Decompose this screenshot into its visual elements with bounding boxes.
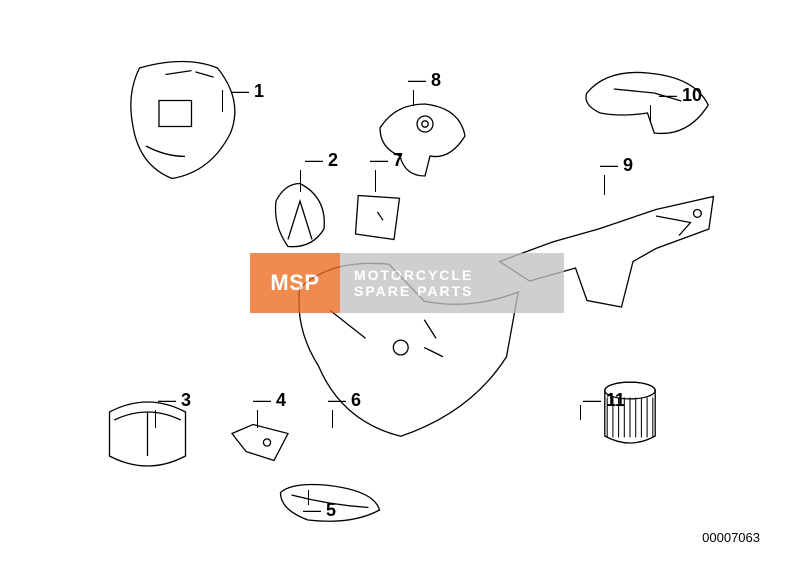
part-1-upper_fairing (120, 55, 250, 185)
callout-number: 2 (328, 150, 338, 170)
callout-number: 7 (393, 150, 403, 170)
leader-line (650, 105, 651, 123)
part-4-bracket (225, 420, 295, 465)
callout-dash: — (600, 155, 623, 175)
callout-label-8: — 8 (408, 70, 441, 91)
callout-label-3: — 3 (158, 390, 191, 411)
callout-number: 11 (606, 390, 625, 410)
callout-number: 1 (254, 81, 264, 101)
callout-dash: — (408, 70, 431, 90)
callout-number: 3 (181, 390, 191, 410)
callout-dash: — (305, 150, 328, 170)
leader-line (580, 405, 581, 420)
callout-dash: — (231, 81, 254, 101)
callout-label-9: — 9 (600, 155, 633, 176)
leader-line (300, 170, 301, 192)
callout-dash: — (659, 85, 682, 105)
callout-label-6: — 6 (328, 390, 361, 411)
callout-label-4: — 4 (253, 390, 286, 411)
callout-label-10: — 10 (659, 85, 702, 106)
callout-number: 8 (431, 70, 441, 90)
callout-number: 6 (351, 390, 361, 410)
leader-line (308, 490, 309, 505)
leader-line (257, 410, 258, 428)
callout-number: 4 (276, 390, 286, 410)
callout-number: 10 (682, 85, 702, 105)
callout-dash: — (158, 390, 181, 410)
callout-label-1: — 1 (231, 81, 264, 102)
leader-line (413, 90, 414, 106)
part-7-patch (350, 190, 405, 245)
callout-label-7: — 7 (370, 150, 403, 171)
callout-dash: — (328, 390, 351, 410)
leader-line (332, 410, 333, 428)
leader-line (375, 170, 376, 192)
callout-number: 5 (326, 500, 336, 520)
leader-line (222, 90, 223, 112)
callout-label-2: — 2 (305, 150, 338, 171)
callout-dash: — (253, 390, 276, 410)
leader-line (155, 410, 156, 428)
leader-line (604, 175, 605, 195)
part-3-fender (100, 400, 195, 480)
callout-number: 9 (623, 155, 633, 175)
document-number: 00007063 (702, 530, 760, 545)
callout-dash: — (370, 150, 393, 170)
part-9-rear_frame (495, 190, 725, 320)
callout-dash: — (303, 500, 326, 520)
callout-dash: — (583, 390, 606, 410)
callout-label-11: — 11 (583, 390, 625, 411)
